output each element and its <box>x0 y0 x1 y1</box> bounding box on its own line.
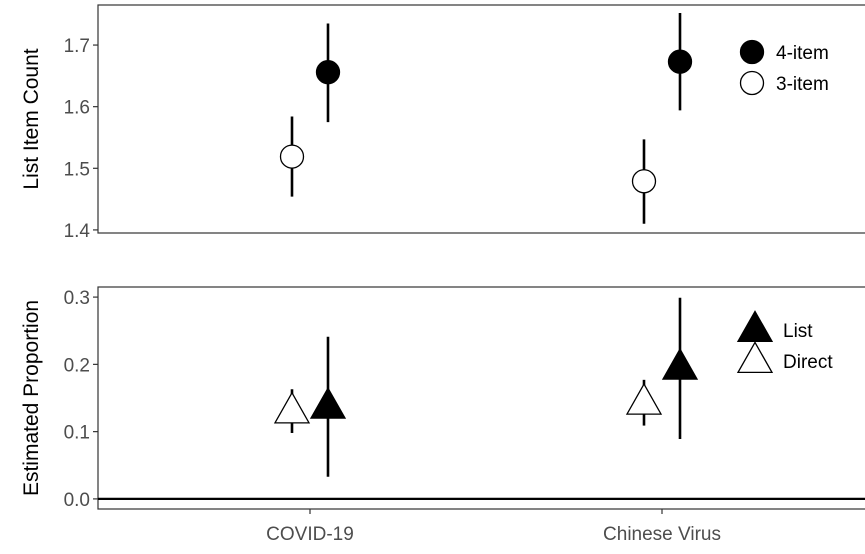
y-tick-label: 1.7 <box>64 36 90 57</box>
legend-key-filled-circle <box>739 39 765 65</box>
open-circle-point <box>631 169 657 194</box>
x-tick-label: COVID-19 <box>266 524 354 545</box>
y-tick-label: 1.6 <box>64 98 90 119</box>
legend-bottom: List Direct <box>736 310 833 374</box>
open-triangle-point <box>273 391 311 424</box>
y-tick-label: 0.1 <box>64 423 90 444</box>
x-tick-label: Chinese Virus <box>603 524 721 545</box>
y-axis-title-top: List Item Count <box>20 48 43 189</box>
y-tick-label: 0.0 <box>64 490 90 511</box>
legend-key-filled-triangle <box>736 310 774 343</box>
legend-key-open-triangle <box>736 341 774 374</box>
y-axis-title-bottom: Estimated Proportion <box>20 300 43 496</box>
legend-label: List <box>783 321 813 342</box>
y-axis-top: 1.4 1.5 1.6 1.7 <box>64 36 98 242</box>
y-tick-label: 0.3 <box>64 288 90 309</box>
filled-triangle-point <box>309 386 347 419</box>
filled-circle-point <box>667 49 693 74</box>
y-tick-label: 1.4 <box>64 221 91 242</box>
filled-circle-point <box>315 60 341 85</box>
y-axis-bottom: 0.0 0.1 0.2 0.3 <box>64 288 98 511</box>
legend-key-open-circle <box>739 70 765 96</box>
legend-top: 4-item 3-item <box>739 39 829 96</box>
legend-label: 3-item <box>776 74 829 95</box>
filled-triangle-point <box>661 347 699 380</box>
open-triangle-point <box>625 382 663 415</box>
y-tick-label: 1.5 <box>64 159 90 180</box>
panel-top-border <box>97 4 865 234</box>
legend-label: Direct <box>783 352 833 373</box>
marks-top <box>279 13 693 224</box>
panel-bottom-border <box>97 286 865 510</box>
panel-top: List Item Count 1.4 1.5 1.6 1.7 4-item 3-ite… <box>20 4 865 242</box>
marks-bottom <box>273 297 699 477</box>
y-tick-label: 0.2 <box>64 355 90 376</box>
panel-bottom: Estimated Proportion 0.0 0.1 0.2 0.3 List Di… <box>20 286 865 545</box>
open-circle-point <box>279 144 305 169</box>
legend-label: 4-item <box>776 43 829 64</box>
x-axis: COVID-19 Chinese Virus <box>266 509 721 545</box>
